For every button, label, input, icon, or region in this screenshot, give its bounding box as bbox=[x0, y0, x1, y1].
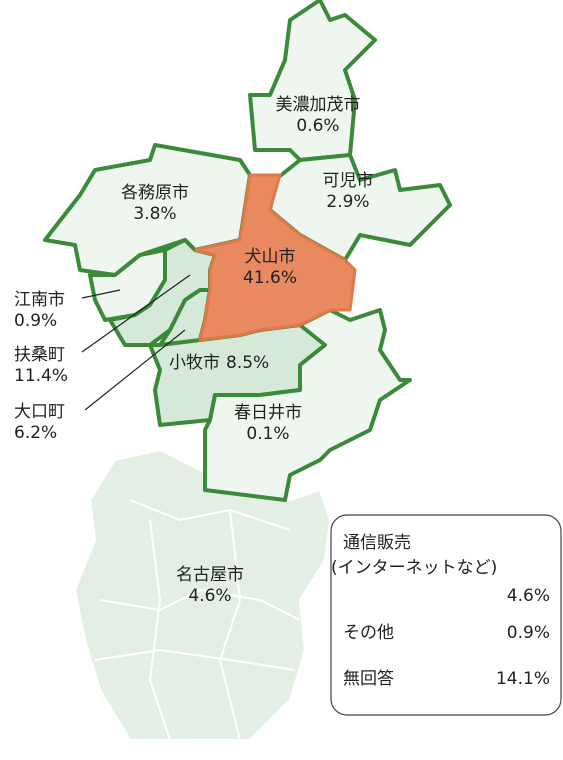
region-name: 美濃加茂市 bbox=[276, 95, 361, 115]
leader-lines bbox=[81, 274, 191, 411]
region-name: 扶桑町 bbox=[14, 345, 65, 365]
region-share: 0.9% bbox=[14, 311, 57, 331]
region-share: 41.6% bbox=[243, 268, 297, 288]
region-share: 0.6% bbox=[296, 116, 339, 136]
legend-name: その他 bbox=[343, 623, 394, 643]
region-name: 各務原市 bbox=[121, 183, 189, 203]
region-share: 4.6% bbox=[188, 586, 231, 606]
region-share: 11.4% bbox=[14, 366, 68, 386]
nagoya-area bbox=[73, 448, 332, 741]
legend-share: 14.1% bbox=[496, 669, 550, 689]
legend-name: 通信販売 bbox=[343, 533, 411, 553]
region-name: 春日井市 bbox=[234, 403, 302, 423]
legend-name: 無回答 bbox=[343, 669, 394, 689]
region-name: 可児市 bbox=[323, 171, 374, 191]
region-name: 小牧市 bbox=[169, 353, 220, 373]
region-name: 名古屋市 bbox=[176, 565, 244, 585]
legend-share: 0.9% bbox=[507, 623, 550, 643]
legend-note: (インターネットなど) bbox=[331, 558, 497, 578]
legend-box bbox=[330, 514, 562, 716]
region-share: 8.5% bbox=[226, 353, 269, 373]
region-name: 大口町 bbox=[14, 402, 65, 422]
kasugai bbox=[203, 308, 412, 502]
region-share: 6.2% bbox=[14, 423, 57, 443]
minokamo bbox=[248, 0, 377, 162]
region-share: 3.8% bbox=[133, 204, 176, 224]
region-name: 江南市 bbox=[14, 290, 65, 310]
region-share: 0.1% bbox=[246, 424, 289, 444]
legend-share: 4.6% bbox=[507, 586, 550, 606]
inuyama bbox=[194, 173, 357, 342]
region-name: 犬山市 bbox=[245, 247, 296, 267]
region-share: 2.9% bbox=[326, 192, 369, 212]
